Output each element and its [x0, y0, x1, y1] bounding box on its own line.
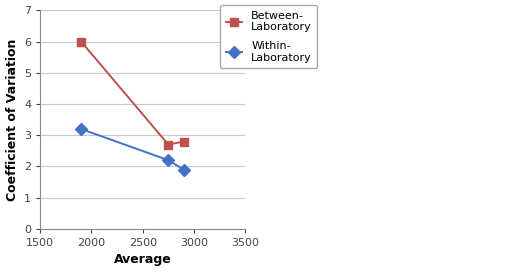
Line: Between-
Laboratory: Between- Laboratory: [77, 38, 188, 149]
X-axis label: Average: Average: [114, 254, 172, 267]
Between-
Laboratory: [165, 143, 171, 146]
Within-
Laboratory: [78, 127, 84, 131]
Within-
Laboratory: [181, 168, 187, 171]
Between-
Laboratory: [181, 140, 187, 143]
Between-
Laboratory: [78, 40, 84, 43]
Legend: Between-
Laboratory, Within-
Laboratory: Between- Laboratory, Within- Laboratory: [220, 5, 318, 68]
Line: Within-
Laboratory: Within- Laboratory: [77, 125, 188, 174]
Y-axis label: Coefficient of Variation: Coefficient of Variation: [6, 38, 19, 201]
Within-
Laboratory: [165, 159, 171, 162]
